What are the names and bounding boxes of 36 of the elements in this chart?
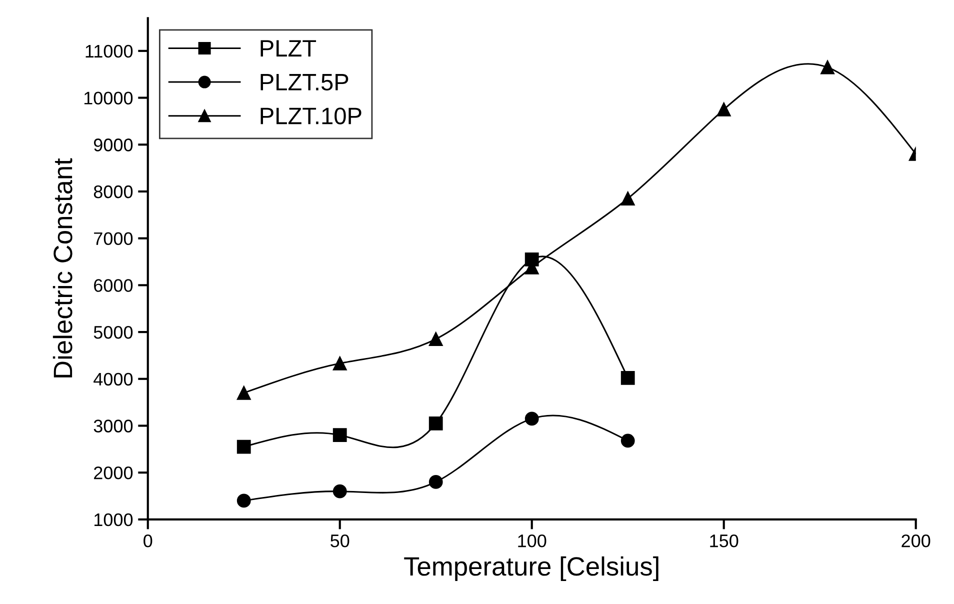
y-axis-title: Dielectric Constant: [52, 158, 72, 378]
point: [428, 332, 443, 346]
x-tick-label: 100: [518, 534, 546, 548]
x-axis-title: Temperature [Celsius]: [404, 556, 658, 582]
y-tick-label: 10000: [84, 92, 133, 104]
legend-label: PLZT: [260, 40, 316, 56]
point: [716, 102, 731, 116]
point: [236, 494, 251, 508]
y-tick-label: 1000: [94, 513, 133, 526]
y-tick-label: 4000: [94, 372, 133, 386]
point: [620, 371, 635, 385]
y-tick-label: 5000: [94, 326, 133, 339]
y-tick-label: 7000: [94, 232, 133, 246]
y-tick-label: 8000: [94, 185, 133, 198]
point: [620, 434, 635, 448]
y-tick-label: 11000: [86, 44, 133, 58]
x-tick-label: 200: [902, 534, 930, 548]
point: [620, 192, 635, 206]
point: [236, 386, 251, 400]
point: [820, 60, 834, 74]
point: [332, 484, 347, 498]
x-tick-label: 0: [144, 534, 152, 548]
point: [428, 416, 443, 430]
point: [332, 428, 347, 442]
point: [428, 475, 443, 489]
legend-label: PLZT.10P: [260, 108, 362, 124]
y-tick-label: 6000: [94, 279, 133, 292]
x-tick-label: 150: [710, 534, 738, 548]
x-tick-label: 50: [330, 534, 350, 548]
point: [524, 412, 539, 426]
point: [236, 440, 251, 454]
y-tick-label: 3000: [94, 420, 133, 432]
y-tick-label: 2000: [94, 466, 133, 480]
y-tick-label: 9000: [94, 138, 133, 152]
point: [332, 356, 347, 370]
legend-label: PLZT.5P: [260, 74, 348, 91]
